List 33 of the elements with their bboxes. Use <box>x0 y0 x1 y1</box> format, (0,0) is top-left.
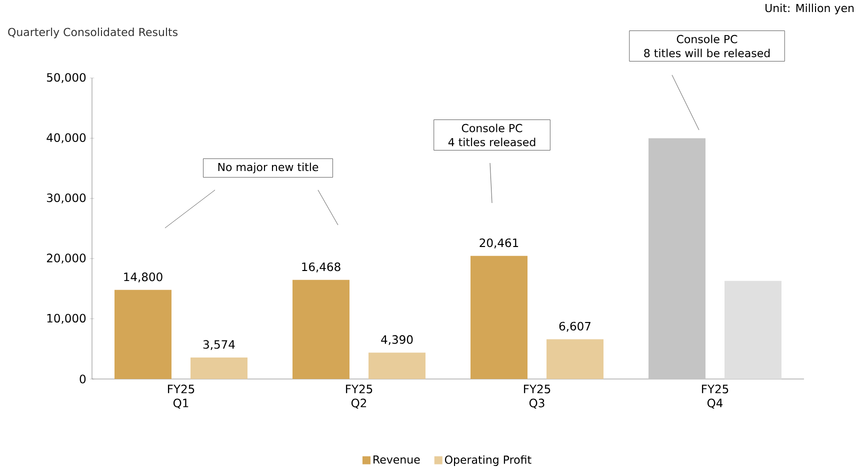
data-label: 4,390 <box>381 335 413 346</box>
bar <box>724 280 782 379</box>
y-tick-label: 10,000 <box>47 314 86 324</box>
data-label: 3,574 <box>203 340 235 350</box>
y-tick-label: 40,000 <box>46 133 86 144</box>
chart-title: Quarterly Consolidated Results <box>8 28 178 38</box>
legend-label: Revenue <box>374 456 420 464</box>
bar <box>546 339 604 379</box>
annotation: No major new title <box>218 162 318 174</box>
y-tick-label: 50,000 <box>47 73 86 83</box>
x-tick-label: FY25 Q3 <box>524 384 550 409</box>
x-tick-label: FY25 Q4 <box>702 384 728 409</box>
y-tick-label: 20,000 <box>46 254 86 264</box>
bar <box>470 256 528 379</box>
bar <box>648 138 706 379</box>
data-label: 16,468 <box>302 262 340 272</box>
y-tick-label: 0 <box>80 374 86 384</box>
text: 8 titles will be released <box>644 48 770 58</box>
data-label: 20,461 <box>480 238 518 248</box>
legend-label: Operating Profit <box>444 455 532 466</box>
bar <box>114 290 172 379</box>
x-tick-label: FY25 Q1 <box>168 384 194 409</box>
data-label: 14,800 <box>124 272 162 282</box>
annotation: Console PC <box>462 124 522 132</box>
text: Unit: Million yen <box>766 4 854 14</box>
data-label: 6,607 <box>559 322 590 332</box>
text: Console PC <box>676 34 738 44</box>
y-tick-label: 30,000 <box>46 193 86 204</box>
bar <box>190 357 248 379</box>
x-tick-label: FY25 Q2 <box>346 384 372 409</box>
bar <box>292 280 350 379</box>
bar <box>368 352 426 379</box>
annotation: 4 titles released <box>448 138 536 146</box>
